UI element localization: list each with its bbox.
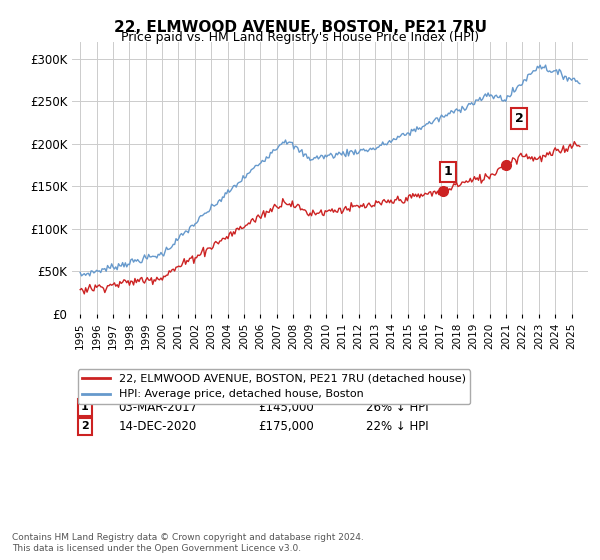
Text: 26% ↓ HPI: 26% ↓ HPI [366,401,429,414]
Text: 1: 1 [443,165,452,178]
Legend: 22, ELMWOOD AVENUE, BOSTON, PE21 7RU (detached house), HPI: Average price, detac: 22, ELMWOOD AVENUE, BOSTON, PE21 7RU (de… [77,370,470,404]
Text: 2: 2 [515,112,523,125]
Text: £145,000: £145,000 [258,401,314,414]
Text: 2: 2 [81,421,89,431]
Text: 14-DEC-2020: 14-DEC-2020 [118,420,197,433]
Text: £175,000: £175,000 [258,420,314,433]
Text: 22, ELMWOOD AVENUE, BOSTON, PE21 7RU: 22, ELMWOOD AVENUE, BOSTON, PE21 7RU [113,20,487,35]
Text: Price paid vs. HM Land Registry's House Price Index (HPI): Price paid vs. HM Land Registry's House … [121,31,479,44]
Text: 03-MAR-2017: 03-MAR-2017 [118,401,197,414]
Text: Contains HM Land Registry data © Crown copyright and database right 2024.
This d: Contains HM Land Registry data © Crown c… [12,533,364,553]
Text: 22% ↓ HPI: 22% ↓ HPI [366,420,429,433]
Text: 1: 1 [81,402,89,412]
